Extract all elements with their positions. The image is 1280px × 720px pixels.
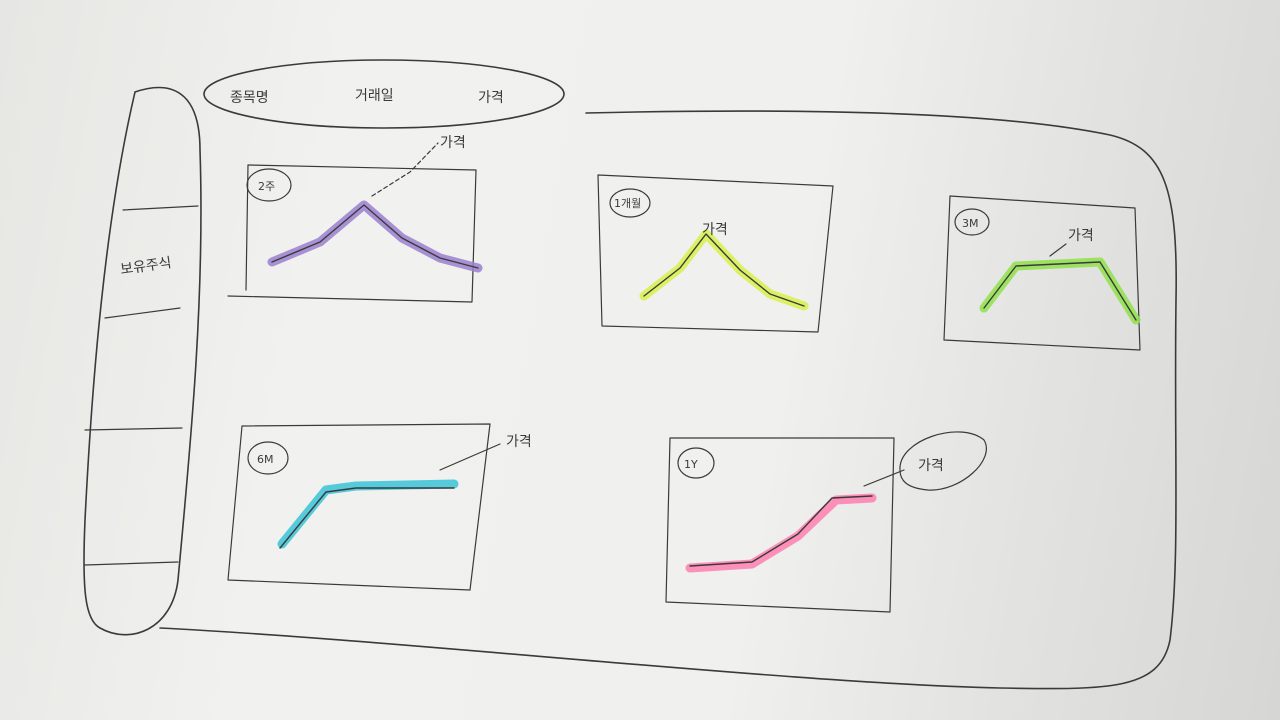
- callout-label: 가격: [506, 434, 532, 450]
- chart-frame: [227, 164, 477, 303]
- price-line: [689, 495, 873, 567]
- header-pill-outline: [203, 59, 565, 129]
- period-circle: [954, 208, 990, 236]
- chart-panel-6m[interactable]: 6M 가격: [227, 423, 532, 591]
- chart-panel-3m[interactable]: 3M 가격: [943, 195, 1141, 351]
- period-circle: [247, 441, 289, 475]
- sidebar-divider: [122, 205, 199, 211]
- sidebar-divider: [104, 307, 181, 319]
- chart-panel-1y[interactable]: 1Y 가격: [665, 431, 987, 613]
- sidebar: 보유주식: [83, 86, 202, 636]
- period-circle: [609, 188, 651, 218]
- callout-ellipse: [899, 431, 987, 491]
- chart-frame: [665, 437, 895, 613]
- price-line: [983, 261, 1137, 321]
- price-highlight: [979, 257, 1141, 325]
- sidebar-divider: [84, 561, 179, 566]
- price-line: [271, 204, 479, 269]
- sidebar-divider: [84, 427, 183, 431]
- chart-frame: [227, 423, 491, 591]
- price-line: [279, 487, 455, 549]
- chart-panel-2w[interactable]: 2주 가격: [227, 135, 483, 303]
- price-highlight: [639, 229, 809, 311]
- price-highlight: [277, 479, 459, 549]
- sidebar-outline: [83, 86, 202, 636]
- chart-frame: [597, 174, 834, 333]
- callout-line: [1049, 243, 1067, 257]
- callout-line: [371, 142, 439, 197]
- header-field-trade-date[interactable]: 거래일: [355, 88, 394, 104]
- callout-label: 가격: [1068, 228, 1094, 244]
- period-label: 2주: [258, 180, 275, 193]
- price-highlight: [685, 493, 877, 573]
- period-label: 3M: [962, 217, 979, 230]
- header-field-price[interactable]: 가격: [478, 90, 504, 106]
- callout-label: 가격: [702, 222, 728, 238]
- period-label: 1개월: [614, 197, 641, 210]
- price-line: [643, 233, 805, 307]
- chart-frame-left-edge: [245, 164, 249, 291]
- header-bar: 종목명 거래일 가격: [203, 59, 565, 129]
- sidebar-item-holdings[interactable]: 보유주식: [119, 255, 172, 278]
- chart-panel-1m[interactable]: 1개월 가격: [597, 174, 834, 333]
- callout-label: 가격: [440, 135, 466, 151]
- callout-label: 가격: [918, 458, 944, 474]
- period-label: 6M: [257, 453, 274, 466]
- main-container-outline: [159, 110, 1177, 690]
- callout-line: [439, 443, 501, 471]
- period-circle: [246, 168, 292, 202]
- callout-line: [863, 469, 905, 487]
- header-field-stock-name[interactable]: 종목명: [230, 90, 269, 106]
- chart-frame: [943, 195, 1141, 351]
- period-circle: [677, 447, 715, 479]
- period-label: 1Y: [684, 458, 698, 471]
